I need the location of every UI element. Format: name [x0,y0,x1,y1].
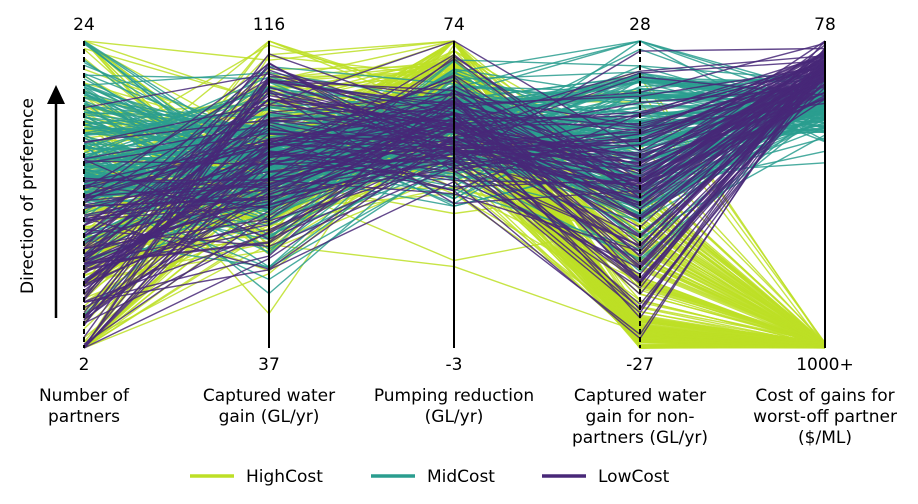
axis-5: 78 1000+ Cost of gains for worst-off partne… [753,15,897,448]
legend-entry-midcost: MidCost [371,467,495,487]
axis-label: Captured water gain for non-partners (GL/… [572,386,708,448]
direction-of-preference: Direction of preference [18,85,65,318]
axis-bottom-tick-label: -27 [626,355,654,375]
axes-layer: 24 2 Number of partners 116 37 Captured water g… [39,15,897,448]
axis-label: Pumping reduction (GL/yr) [374,386,534,427]
legend-entry-lowcost: LowCost [542,467,670,487]
legend: HighCost MidCost LowCost [190,467,670,487]
axis-top-tick-label: 74 [443,15,465,35]
axis-1: 24 2 Number of partners [39,15,130,427]
axis-2: 116 37 Captured water gain (GL/yr) [203,15,335,427]
legend-label: LowCost [598,467,670,487]
preference-label: Direction of preference [18,98,38,294]
preference-arrow-head [47,85,65,104]
axis-4: 28 -27 Captured water gain for non-partners… [572,15,708,448]
legend-label: MidCost [427,467,495,487]
axis-3: 74 -3 Pumping reduction (GL/yr) [374,15,534,427]
legend-entry-highcost: HighCost [190,467,323,487]
axis-bottom-tick-label: 37 [258,355,280,375]
axis-top-tick-label: 78 [814,15,836,35]
axis-label: Captured water gain (GL/yr) [203,386,335,427]
legend-label: HighCost [246,467,323,487]
axis-bottom-tick-label: 1000+ [796,355,854,375]
axis-bottom-tick-label: 2 [79,355,90,375]
axis-label: Number of partners [39,386,130,427]
axis-bottom-tick-label: -3 [446,355,463,375]
axis-label: Cost of gains for worst-off partner ($/ML) [753,386,897,448]
axis-top-tick-label: 116 [253,15,285,35]
axis-top-tick-label: 24 [73,15,95,35]
axis-top-tick-label: 28 [629,15,651,35]
